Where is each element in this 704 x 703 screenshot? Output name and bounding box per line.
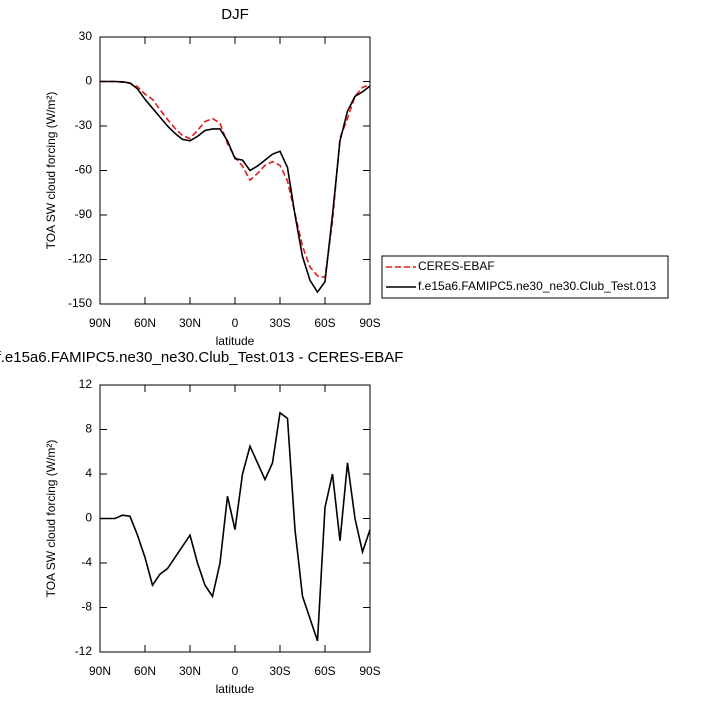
y-tick-label: -90 [75, 207, 93, 221]
plot-frame [99, 36, 371, 305]
x-axis-label: latitude [216, 682, 255, 696]
x-axis-label: latitude [216, 334, 255, 348]
x-tick-label: 60N [134, 316, 156, 330]
y-tick-label: -120 [68, 252, 92, 266]
y-axis-label: TOA SW cloud forcing (W/m²) [44, 92, 58, 250]
plot-frame [99, 384, 371, 653]
x-tick-label: 30S [269, 664, 290, 678]
chart-title: DJF [221, 6, 249, 23]
x-tick-label: 0 [232, 664, 239, 678]
y-tick-label: -12 [75, 644, 93, 658]
x-tick-label: 60N [134, 664, 156, 678]
x-tick-label: 60S [314, 316, 335, 330]
y-tick-label: 30 [79, 29, 93, 43]
y-axis-label: TOA SW cloud forcing (W/m²) [44, 440, 58, 598]
y-tick-label: -30 [75, 118, 93, 132]
y-tick-label: -60 [75, 163, 93, 177]
y-tick-label: 8 [85, 422, 92, 436]
x-tick-label: 90N [89, 664, 111, 678]
data-line [100, 411, 371, 642]
y-tick-label: 4 [85, 466, 92, 480]
x-tick-label: 90N [89, 316, 111, 330]
y-tick-label: -8 [81, 600, 92, 614]
x-tick-label: 90S [359, 664, 380, 678]
x-tick-label: 30N [179, 664, 201, 678]
legend-label: f.e15a6.FAMIPC5.ne30_ne30.Club_Test.013 [418, 279, 656, 293]
y-tick-label: -150 [68, 296, 92, 310]
data-line [100, 80, 371, 294]
y-tick-label: 0 [85, 74, 92, 88]
x-tick-label: 90S [359, 316, 380, 330]
legend-box [381, 255, 669, 299]
x-tick-label: 60S [314, 664, 335, 678]
y-tick-label: 12 [79, 377, 93, 391]
x-tick-label: 0 [232, 316, 239, 330]
legend-label: CERES-EBAF [418, 259, 495, 273]
x-tick-label: 30N [179, 316, 201, 330]
y-tick-label: -4 [81, 555, 92, 569]
y-tick-label: 0 [85, 511, 92, 525]
x-tick-label: 30S [269, 316, 290, 330]
chart-title: f.e15a6.FAMIPC5.ne30_ne30.Club_Test.013 … [0, 349, 403, 366]
